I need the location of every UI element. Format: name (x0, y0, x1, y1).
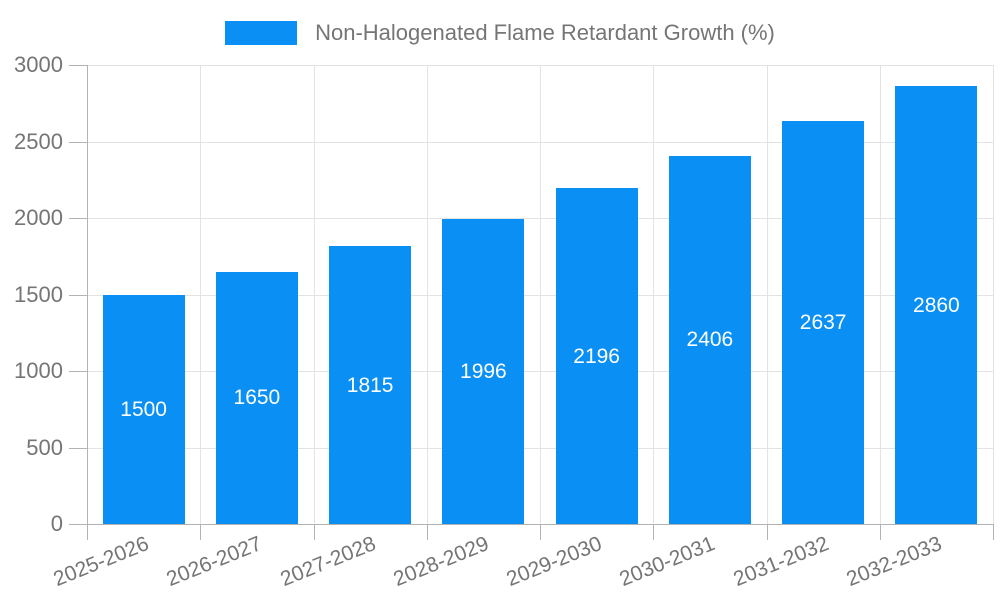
x-tick-label: 2026-2027 (163, 532, 266, 591)
bar-value-label: 1650 (233, 386, 281, 410)
y-tick-label: 2500 (14, 128, 63, 154)
bar: 2637 (782, 120, 865, 524)
x-tick-label: 2032-2033 (843, 532, 945, 591)
x-gridline (427, 65, 428, 524)
y-tick-label: 2000 (14, 205, 63, 230)
x-tick-label: 2028-2029 (390, 532, 492, 591)
x-tick (993, 524, 994, 540)
bar: 1996 (442, 218, 525, 524)
x-tick (314, 524, 315, 540)
x-tick (880, 524, 881, 540)
bar-value-label: 1500 (120, 397, 167, 421)
y-tick-label: 0 (50, 511, 63, 536)
bar-value-label: 2406 (686, 328, 734, 352)
bar: 1500 (102, 294, 185, 524)
x-gridline (200, 65, 201, 524)
x-tick (200, 524, 201, 540)
y-tick-label: 500 (26, 434, 63, 460)
x-gridline (993, 65, 994, 524)
y-tick-label: 1500 (14, 281, 63, 307)
bar: 1650 (215, 271, 298, 524)
x-gridline (767, 65, 768, 524)
x-tick-label: 2025-2026 (50, 532, 153, 591)
plot-area: 1500 1650 1815 1996 2196 2406 2637 2860 (87, 65, 994, 524)
x-tick (87, 524, 88, 540)
bar: 2196 (555, 188, 638, 524)
x-tick-label: 2031-2032 (730, 532, 832, 591)
y-tick (69, 524, 87, 525)
bar-value-label: 1815 (346, 373, 394, 397)
bar: 2860 (895, 86, 978, 524)
y-tick (69, 371, 87, 372)
x-gridline (880, 65, 881, 524)
x-gridline (540, 65, 541, 524)
y-axis-line (87, 65, 88, 525)
x-tick-label: 2029-2030 (503, 532, 606, 591)
y-tick-label: 3000 (14, 52, 63, 77)
x-tick (540, 524, 541, 540)
bar: 2406 (668, 155, 751, 524)
y-tick (69, 141, 87, 143)
y-tick (69, 65, 87, 66)
legend-swatch (225, 21, 298, 45)
y-tick (69, 218, 87, 219)
y-tick (69, 447, 87, 449)
x-gridline (314, 65, 315, 524)
y-tick (69, 294, 87, 296)
chart-legend[interactable]: Non-Halogenated Flame Retardant Growth (… (0, 20, 1000, 46)
x-gridline (653, 65, 654, 524)
x-tick-label: 2030-2031 (616, 532, 719, 591)
bar-value-label: 1996 (460, 359, 507, 383)
x-tick (767, 524, 768, 540)
x-tick (427, 524, 428, 540)
bar-value-label: 2637 (799, 310, 847, 334)
x-tick-label: 2027-2028 (277, 532, 379, 591)
bar-value-label: 2860 (913, 293, 960, 317)
legend-label: Non-Halogenated Flame Retardant Growth (… (315, 20, 775, 45)
bar: 1815 (329, 246, 412, 524)
bar-value-label: 2196 (573, 344, 620, 368)
x-tick (653, 524, 654, 540)
y-tick-label: 1000 (14, 358, 63, 383)
